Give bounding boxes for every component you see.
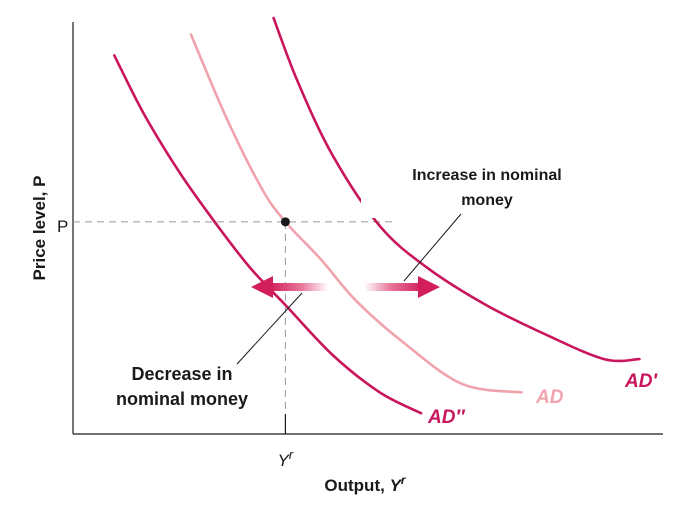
series-label-ad: AD <box>535 387 564 408</box>
increase-leader-line <box>403 213 462 282</box>
decrease-leader-line <box>236 292 303 365</box>
x-tick-label: Yr <box>278 447 294 470</box>
right-shift-arrow <box>364 276 440 298</box>
increase-annotation-line1: Increase in nominal <box>412 167 561 184</box>
increase-annotation-line2: money <box>461 192 513 209</box>
y-tick-label: P <box>57 217 68 236</box>
y-axis-title: Price level, P <box>30 176 49 281</box>
left-shift-arrow <box>251 276 328 298</box>
curve-ad-prime <box>272 16 641 363</box>
curve-ad-double-prime <box>113 54 423 415</box>
label-gap <box>361 178 397 218</box>
decrease-annotation-line2: nominal money <box>116 389 248 409</box>
series-label-ad-double-prime: AD″ <box>427 407 465 428</box>
x-axis-title: Output, Yr <box>324 473 407 495</box>
series-label-ad-prime: AD′ <box>624 371 658 392</box>
equilibrium-point <box>280 217 290 227</box>
decrease-annotation-line1: Decrease in <box>131 364 232 384</box>
curve-ad <box>189 33 523 394</box>
